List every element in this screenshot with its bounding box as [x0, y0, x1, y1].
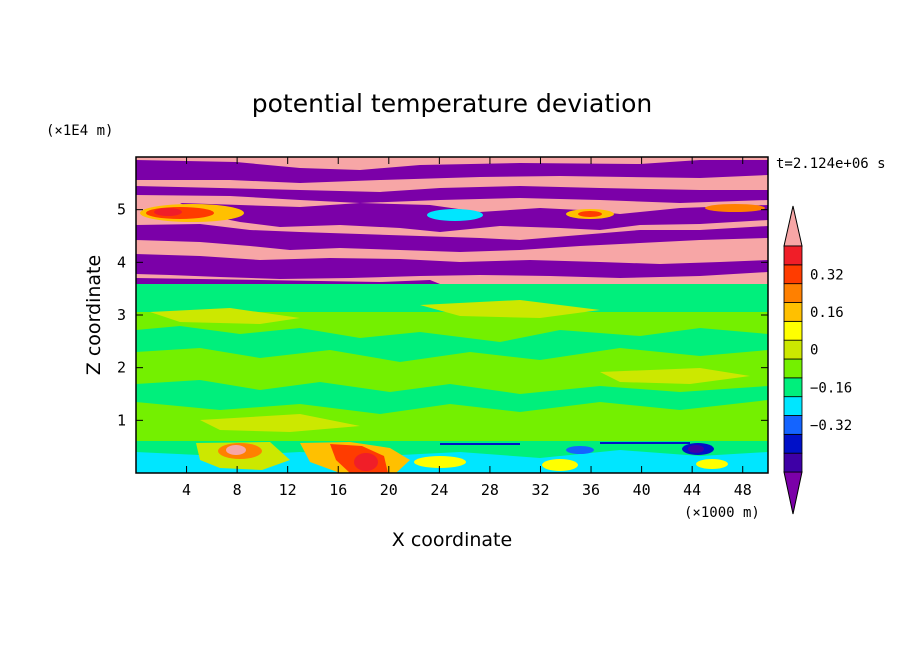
colorbar-label: −0.16 — [810, 380, 852, 396]
boundary-cold-strip — [440, 442, 690, 445]
mid-layer-patches — [136, 326, 768, 362]
y-tick-label: 4 — [117, 253, 126, 271]
mid-layer-lower-patches — [136, 380, 768, 414]
colorbar-swatch — [783, 283, 803, 303]
x-tick-label: 4 — [182, 481, 191, 499]
boundary-anomaly-8-core — [226, 445, 246, 455]
boundary-green — [136, 441, 768, 458]
x-axis-ticks: 4 8 12 16 20 24 28 32 36 40 44 48 — [182, 157, 752, 499]
colorbar-top-extension — [783, 205, 803, 247]
purple-band-4 — [136, 224, 768, 252]
x-tick-label: 12 — [279, 481, 297, 499]
colorbar-swatch — [783, 396, 803, 416]
purple-band-2 — [136, 186, 768, 203]
heatmap-field — [136, 157, 768, 473]
x-tick-label: 48 — [734, 481, 752, 499]
boundary-warm-44 — [696, 459, 728, 469]
colorbar-swatch — [783, 433, 803, 454]
y-tick-label: 5 — [117, 201, 126, 219]
colorbar-label: 0.16 — [810, 305, 844, 321]
colorbar-label: 0.32 — [810, 267, 844, 283]
colorbar-label: −0.32 — [810, 418, 852, 434]
x-tick-label: 20 — [380, 481, 398, 499]
x-tick-label: 36 — [582, 481, 600, 499]
boundary-cold-44-core — [688, 445, 704, 453]
boundary-warm-34 — [542, 459, 578, 471]
colorbar-swatch — [783, 264, 803, 285]
y-unit-label: (×1E4 m) — [46, 123, 113, 139]
y-axis-label: Z coordinate — [83, 255, 105, 375]
colorbar: 0.32 0.16 0 −0.16 −0.32 — [783, 205, 852, 515]
x-tick-label: 40 — [633, 481, 651, 499]
x-tick-label: 16 — [329, 481, 347, 499]
colorbar-swatch — [783, 339, 803, 360]
colorbar-label: 0 — [810, 343, 818, 359]
colorbar-swatch — [783, 415, 803, 435]
x-tick-label: 8 — [233, 481, 242, 499]
anomaly-upper-mid — [427, 209, 483, 221]
purple-band-bottom — [136, 278, 440, 284]
purple-band-5 — [136, 254, 768, 279]
x-tick-label: 32 — [531, 481, 549, 499]
y-tick-label: 3 — [117, 306, 126, 324]
colorbar-bottom-extension — [783, 471, 803, 515]
y-tick-label: 2 — [117, 359, 126, 377]
time-label: t=2.124e+06 s — [776, 156, 886, 172]
purple-band-top — [136, 160, 768, 183]
x-tick-label: 28 — [481, 481, 499, 499]
boundary-warm-24 — [414, 456, 466, 468]
colorbar-swatch — [783, 452, 803, 473]
colorbar-swatch — [783, 302, 803, 322]
anomaly-upper-left-center — [154, 208, 182, 216]
colorbar-swatch — [783, 245, 803, 266]
y-tick-label: 1 — [117, 411, 126, 429]
x-unit-label: (×1000 m) — [684, 505, 760, 521]
boundary-cold-34 — [566, 446, 594, 454]
boundary-warm-mid-red — [354, 453, 378, 471]
chart-title: potential temperature deviation — [252, 89, 652, 118]
x-axis-label: X coordinate — [392, 529, 512, 551]
anomaly-upper-right-core — [578, 211, 602, 217]
colorbar-swatch — [783, 377, 803, 398]
anomaly-upper-far-right — [705, 204, 765, 212]
x-tick-label: 24 — [430, 481, 448, 499]
mid-layer-yellow-patches — [150, 300, 750, 432]
y-axis-ticks: 1 2 3 4 5 — [117, 201, 768, 429]
x-tick-label: 44 — [683, 481, 701, 499]
colorbar-swatch — [783, 320, 803, 341]
colorbar-swatch — [783, 358, 803, 379]
